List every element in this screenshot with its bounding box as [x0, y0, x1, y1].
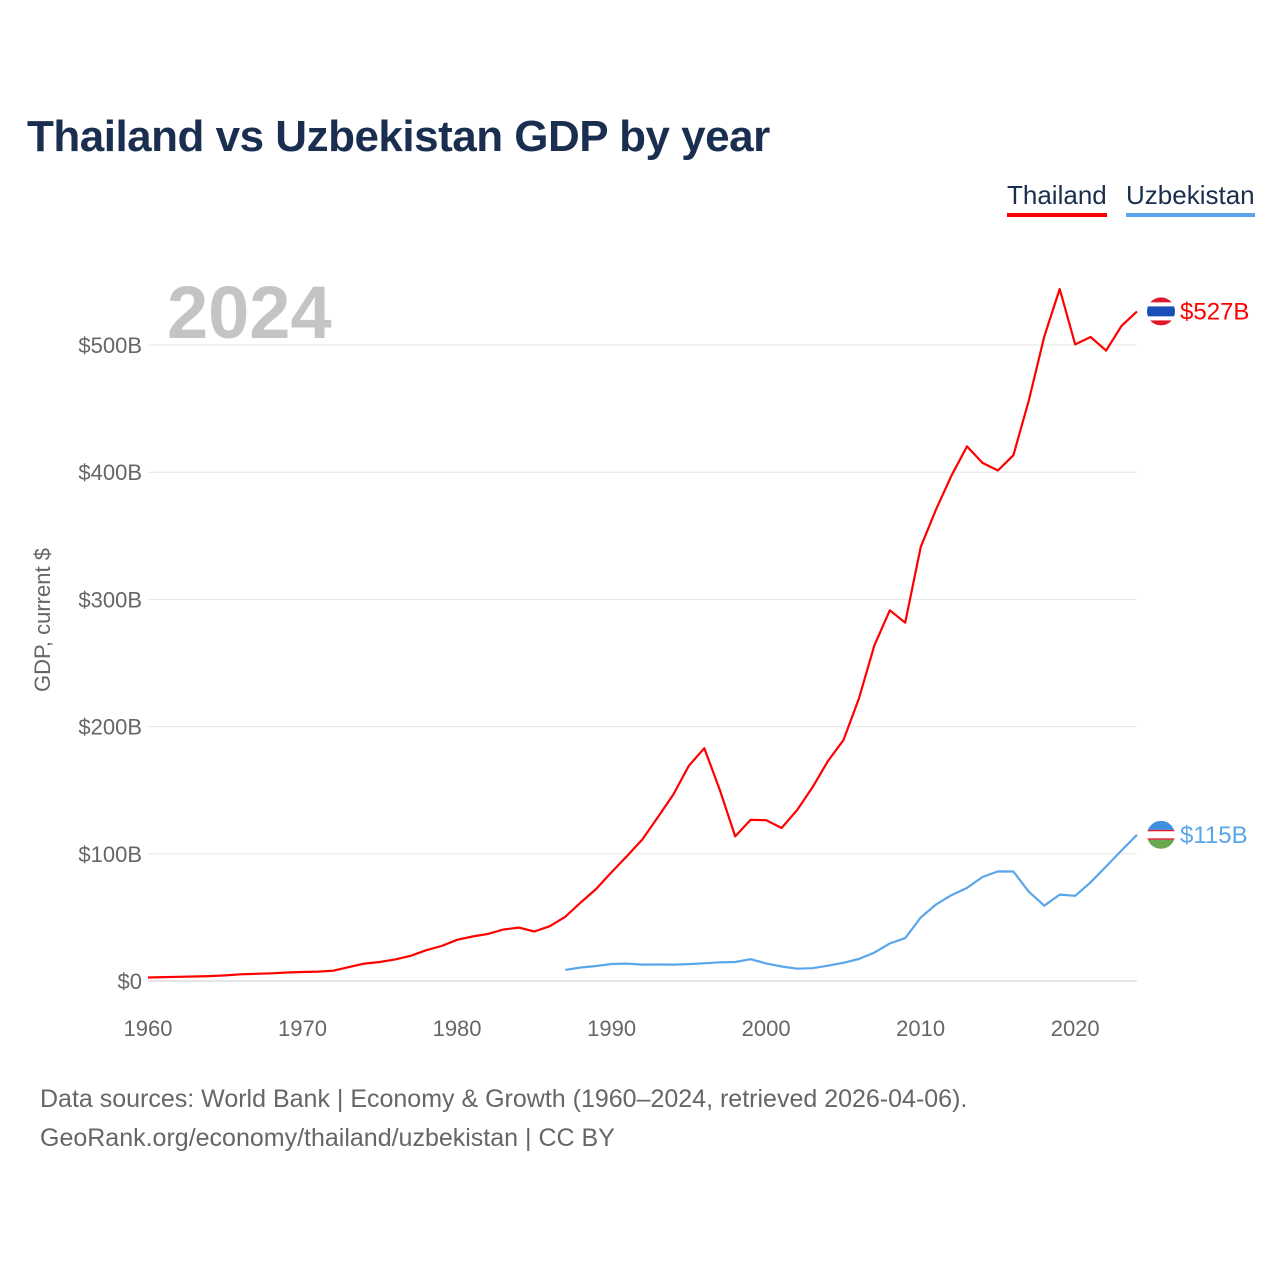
flag-uzbekistan-icon [1147, 820, 1175, 849]
year-watermark: 2024 [167, 271, 332, 354]
legend-uzbekistan[interactable]: Uzbekistan [1126, 180, 1255, 217]
x-tick-label: 2020 [1051, 1016, 1100, 1041]
flag-stripe [1147, 297, 1175, 303]
chart-title: Thailand vs Uzbekistan GDP by year [27, 112, 770, 161]
footer-credit: GeoRank.org/economy/thailand/uzbekistan … [40, 1124, 615, 1152]
legend-thailand[interactable]: Thailand [1007, 180, 1107, 217]
x-tick-label: 1960 [124, 1016, 173, 1041]
y-axis-label: GDP, current $ [30, 548, 55, 692]
y-tick-label: $400B [78, 460, 142, 485]
end-value-label: $527B [1180, 298, 1249, 325]
flag-stripe [1147, 306, 1175, 317]
flag-stripes [1147, 297, 1175, 326]
flag-stripe [1147, 320, 1175, 326]
series-line-uzbekistan [565, 834, 1138, 971]
x-tick-label: 1970 [278, 1016, 327, 1041]
flag-stripe [1147, 316, 1175, 321]
flag-stripe [1147, 820, 1175, 830]
y-tick-label: $200B [78, 715, 142, 740]
flag-stripe [1147, 831, 1175, 839]
y-tick-label: $300B [78, 587, 142, 612]
flag-stripe [1147, 829, 1175, 832]
flag-stripe [1147, 302, 1175, 307]
x-tick-label: 2010 [896, 1016, 945, 1041]
series-line-thailand [147, 287, 1138, 979]
x-tick-label: 1980 [433, 1016, 482, 1041]
y-tick-label: $0 [118, 969, 142, 994]
x-tick-label: 2000 [742, 1016, 791, 1041]
x-tick-label: 1990 [587, 1016, 636, 1041]
flag-stripe [1147, 839, 1175, 849]
y-tick-label: $500B [78, 333, 142, 358]
flag-stripe [1147, 838, 1175, 840]
footer-sources: Data sources: World Bank | Economy & Gro… [40, 1085, 968, 1113]
end-value-label: $115B [1180, 822, 1248, 849]
y-tick-label: $100B [78, 842, 142, 867]
flag-thailand-icon [1147, 297, 1175, 326]
flag-stripes [1147, 820, 1175, 849]
